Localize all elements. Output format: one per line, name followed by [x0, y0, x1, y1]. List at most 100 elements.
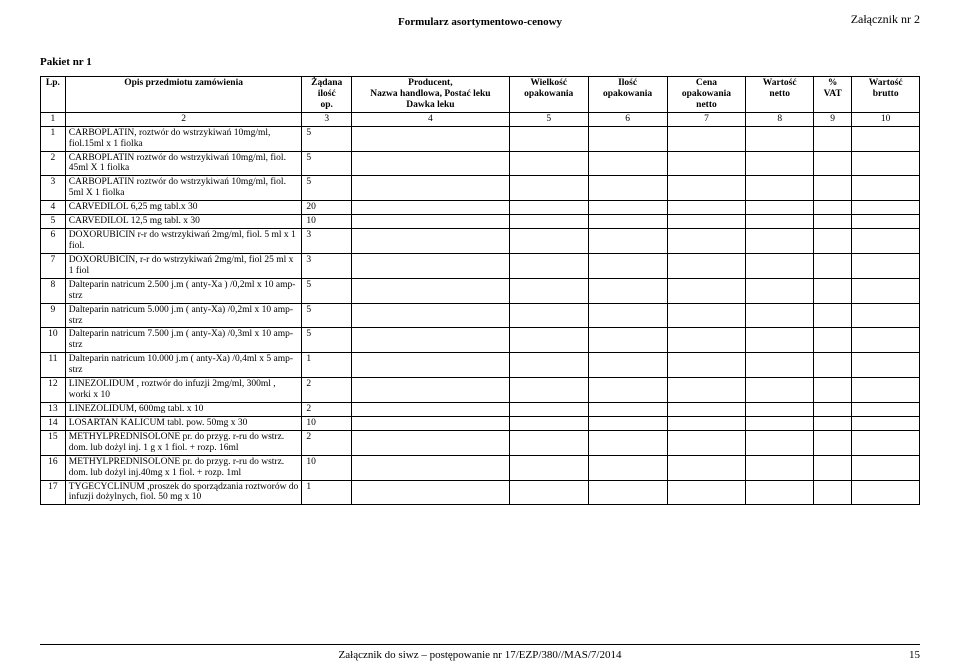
cell-empty: [746, 126, 814, 151]
cell-empty: [509, 328, 588, 353]
cell-empty: [852, 402, 920, 416]
cell-empty: [352, 201, 510, 215]
cell-empty: [746, 278, 814, 303]
cell-empty: [588, 430, 667, 455]
cell-lp: 4: [41, 201, 66, 215]
cell-empty: [852, 455, 920, 480]
cell-empty: [814, 201, 852, 215]
cell-empty: [588, 455, 667, 480]
cell-qty: 3: [302, 229, 352, 254]
table-row: 16METHYLPREDNISOLONE pr. do przyg. r-ru …: [41, 455, 920, 480]
cell-empty: [746, 328, 814, 353]
table-header-row: Lp. Opis przedmiotu zamówienia Żądana il…: [41, 77, 920, 113]
cell-empty: [588, 328, 667, 353]
cell-empty: [588, 402, 667, 416]
cell-empty: [509, 455, 588, 480]
cell-empty: [352, 278, 510, 303]
cell-empty: [746, 480, 814, 505]
table-row: 11Dalteparin natricum 10.000 j.m ( anty-…: [41, 353, 920, 378]
cell-empty: [667, 480, 746, 505]
cell-desc: Dalteparin natricum 10.000 j.m ( anty-Xa…: [65, 353, 302, 378]
cell-empty: [852, 480, 920, 505]
cell-empty: [667, 353, 746, 378]
numcell: 7: [667, 112, 746, 126]
header-lp: Lp.: [41, 77, 66, 113]
form-title: Formularz asortymentowo-cenowy: [40, 16, 920, 28]
table-row: 13LINEZOLIDUM, 600mg tabl. x 102: [41, 402, 920, 416]
cell-qty: 5: [302, 303, 352, 328]
attachment-label: Załącznik nr 2: [851, 12, 920, 27]
cell-lp: 1: [41, 126, 66, 151]
cell-empty: [852, 416, 920, 430]
cell-desc: CARBOPLATIN roztwór do wstrzykiwań 10mg/…: [65, 151, 302, 176]
cell-empty: [509, 253, 588, 278]
cell-empty: [588, 416, 667, 430]
cell-empty: [746, 416, 814, 430]
table-row: 15METHYLPREDNISOLONE pr. do przyg. r-ru …: [41, 430, 920, 455]
header-size: Wielkość opakowania: [509, 77, 588, 113]
cell-empty: [814, 303, 852, 328]
cell-empty: [509, 229, 588, 254]
table-body: 1CARBOPLATIN, roztwór do wstrzykiwań 10m…: [41, 126, 920, 505]
cell-empty: [814, 402, 852, 416]
cell-desc: CARVEDILOL 12,5 mg tabl. x 30: [65, 215, 302, 229]
table-row: 2CARBOPLATIN roztwór do wstrzykiwań 10mg…: [41, 151, 920, 176]
cell-qty: 5: [302, 278, 352, 303]
cell-empty: [509, 480, 588, 505]
numcell: 1: [41, 112, 66, 126]
cell-empty: [352, 402, 510, 416]
cell-empty: [852, 278, 920, 303]
cell-empty: [667, 151, 746, 176]
cell-empty: [852, 253, 920, 278]
page-number: 15: [909, 649, 920, 661]
cell-desc: DOXORUBICIN r-r do wstrzykiwań 2mg/ml, f…: [65, 229, 302, 254]
cell-empty: [509, 151, 588, 176]
cell-empty: [352, 480, 510, 505]
cell-desc: DOXORUBICIN, r-r do wstrzykiwań 2mg/ml, …: [65, 253, 302, 278]
header-producer: Producent, Nazwa handlowa, Postać leku D…: [352, 77, 510, 113]
cell-empty: [352, 378, 510, 403]
cell-empty: [352, 303, 510, 328]
cell-empty: [588, 253, 667, 278]
cell-lp: 3: [41, 176, 66, 201]
cell-desc: TYGECYCLINUM ,proszek do sporządzania ro…: [65, 480, 302, 505]
cell-desc: Dalteparin natricum 7.500 j.m ( anty-Xa)…: [65, 328, 302, 353]
header-netto: Wartość netto: [746, 77, 814, 113]
cell-empty: [814, 455, 852, 480]
cell-empty: [509, 176, 588, 201]
cell-lp: 17: [41, 480, 66, 505]
cell-qty: 2: [302, 378, 352, 403]
numcell: 6: [588, 112, 667, 126]
cell-empty: [667, 430, 746, 455]
cell-empty: [852, 151, 920, 176]
cell-empty: [352, 151, 510, 176]
cell-lp: 8: [41, 278, 66, 303]
cell-empty: [667, 278, 746, 303]
cell-lp: 11: [41, 353, 66, 378]
cell-empty: [667, 402, 746, 416]
table-row: 7DOXORUBICIN, r-r do wstrzykiwań 2mg/ml,…: [41, 253, 920, 278]
cell-empty: [667, 253, 746, 278]
cell-empty: [509, 353, 588, 378]
cell-empty: [667, 455, 746, 480]
numcell: 8: [746, 112, 814, 126]
table-number-row: 1 2 3 4 5 6 7 8 9 10: [41, 112, 920, 126]
header-brutto: Wartość brutto: [852, 77, 920, 113]
cell-empty: [814, 328, 852, 353]
cell-empty: [746, 176, 814, 201]
cell-empty: [667, 229, 746, 254]
cell-empty: [814, 378, 852, 403]
cell-empty: [814, 176, 852, 201]
cell-empty: [588, 353, 667, 378]
cell-desc: CARVEDILOL 6,25 mg tabl.x 30: [65, 201, 302, 215]
cell-lp: 5: [41, 215, 66, 229]
cell-lp: 15: [41, 430, 66, 455]
table-row: 14LOSARTAN KALICUM tabl. pow. 50mg x 301…: [41, 416, 920, 430]
cell-qty: 3: [302, 253, 352, 278]
cell-desc: CARBOPLATIN, roztwór do wstrzykiwań 10mg…: [65, 126, 302, 151]
cell-qty: 20: [302, 201, 352, 215]
cell-empty: [352, 229, 510, 254]
cell-qty: 5: [302, 176, 352, 201]
cell-empty: [852, 229, 920, 254]
cell-empty: [667, 201, 746, 215]
